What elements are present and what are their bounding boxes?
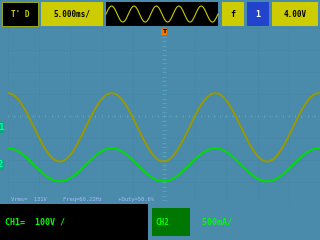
Bar xyxy=(0,204,148,240)
Bar xyxy=(222,2,244,26)
Text: 1: 1 xyxy=(255,10,260,18)
Text: 1: 1 xyxy=(0,123,3,132)
Text: 2: 2 xyxy=(0,160,3,169)
Bar xyxy=(272,2,318,26)
Bar xyxy=(41,2,103,26)
Bar xyxy=(106,2,218,26)
Bar xyxy=(2,2,38,26)
Bar xyxy=(247,2,269,26)
Text: CH2: CH2 xyxy=(155,218,169,227)
Text: f: f xyxy=(230,10,236,18)
Bar xyxy=(152,208,190,236)
Text: 5.000ms/: 5.000ms/ xyxy=(53,10,91,18)
Text: CH1=  100V /: CH1= 100V / xyxy=(5,218,65,227)
Text: 4.00V: 4.00V xyxy=(284,10,307,18)
Text: T: T xyxy=(162,29,166,34)
Text: 500mA/: 500mA/ xyxy=(192,218,232,227)
Text: T' D: T' D xyxy=(11,10,29,18)
Text: Vrms=  131V     Freq=60.22Hz     +Duty=50.6%: Vrms= 131V Freq=60.22Hz +Duty=50.6% xyxy=(11,197,154,202)
